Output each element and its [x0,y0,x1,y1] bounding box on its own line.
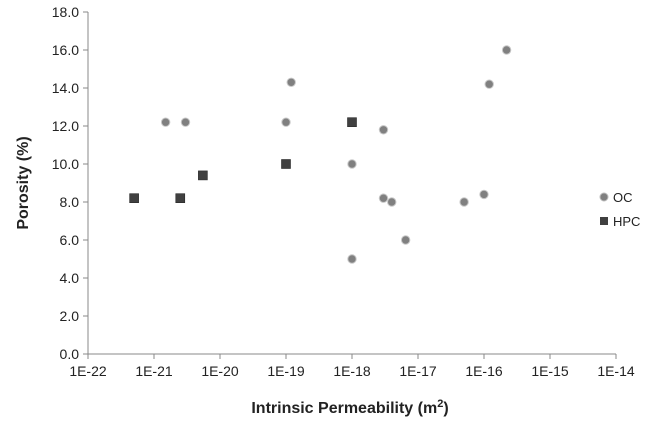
y-tick-label: 0.0 [60,346,80,362]
y-tick-label: 10.0 [52,156,79,172]
data-point-oc [378,193,389,203]
legend-marker-oc [599,192,609,202]
data-point-hpc [281,159,291,169]
y-tick-label: 16.0 [52,42,79,58]
y-tick-label: 2.0 [60,308,80,324]
data-point-hpc [175,193,186,203]
x-tick-label: 1E-14 [597,363,635,379]
x-tick-label: 1E-21 [135,363,173,379]
y-tick-label: 18.0 [52,4,79,20]
data-point-hpc [198,170,208,181]
x-tick-label: 1E-16 [465,363,503,379]
data-point-hpc [347,117,357,127]
data-point-oc [484,79,494,89]
x-tick-label: 1E-22 [69,363,107,379]
data-point-oc [180,117,191,127]
x-axis-title-superscript: 2 [437,398,443,410]
y-axis-ticks: 0.0 2.0 4.0 6.0 8.0 10.0 12.0 14.0 16.0 18.0 [52,4,88,362]
data-point-oc [378,125,389,135]
x-tick-label: 1E-15 [531,363,569,379]
x-tick-label: 1E-18 [333,363,371,379]
legend-label-hpc: HPC [613,214,640,229]
y-tick-label: 8.0 [60,194,80,210]
x-axis-title-main: Intrinsic Permeability (m [251,400,437,417]
y-tick-label: 14.0 [52,80,79,96]
legend-marker-hpc [600,217,608,225]
data-point-hpc [129,193,139,203]
data-point-oc [347,254,357,264]
x-tick-label: 1E-19 [267,363,305,379]
x-axis-title: Intrinsic Permeability (m2) [251,398,448,417]
data-point-oc [387,197,397,207]
data-point-oc [459,197,469,207]
data-point-oc [501,45,512,55]
data-point-oc [281,117,291,127]
y-tick-label: 4.0 [60,270,80,286]
data-point-oc [479,189,489,200]
data-point-oc [400,235,411,245]
x-axis-title-end: ) [443,400,448,417]
data-point-oc [160,117,171,127]
y-tick-label: 6.0 [60,232,80,248]
legend: OC HPC [599,190,640,229]
x-tick-label: 1E-17 [399,363,437,379]
x-tick-label: 1E-20 [201,363,239,379]
legend-label-oc: OC [613,190,633,205]
y-axis-title: Porosity (%) [15,136,32,229]
y-tick-label: 12.0 [52,118,79,134]
x-axis-ticks: 1E-22 1E-21 1E-20 1E-19 1E-18 1E-17 1E-16 1E-15… [69,354,635,379]
data-point-oc [286,77,296,88]
data-points [129,45,512,264]
data-point-oc [347,159,357,169]
